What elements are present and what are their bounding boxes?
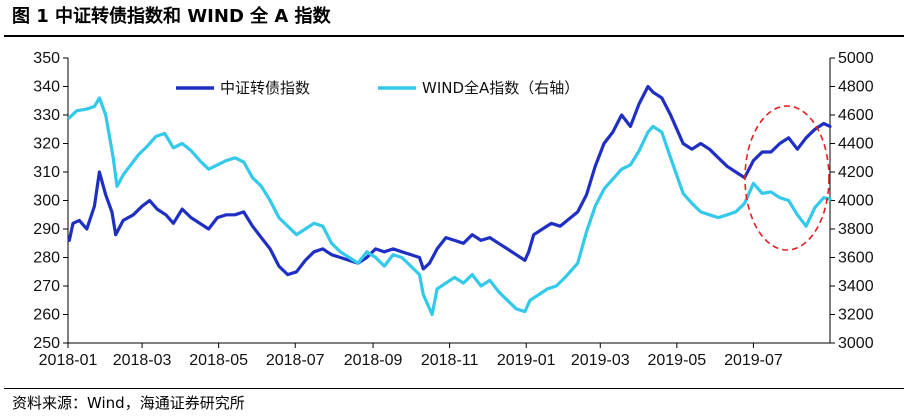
x-tick-label: 2019-03: [571, 352, 630, 369]
y-left-tick-label: 250: [33, 335, 60, 352]
title-rule: [4, 35, 904, 37]
legend-label-2: WIND全A指数（右轴）: [422, 79, 579, 97]
y-left-tick-label: 300: [33, 193, 60, 210]
y-right-tick-label: 3200: [838, 307, 874, 324]
y-right-tick-label: 4000: [838, 193, 874, 210]
y-right-tick-label: 3600: [838, 250, 874, 267]
x-tick-label: 2018-09: [344, 352, 403, 369]
source-note: 资料来源：Wind，海通证券研究所: [12, 394, 245, 412]
legend: 中证转债指数 WIND全A指数（右轴）: [176, 79, 579, 97]
highlight-ellipse: [744, 105, 830, 251]
y-left-tick-label: 270: [33, 278, 60, 295]
figure-title: 图 1 中证转债指数和 WIND 全 A 指数: [12, 6, 331, 27]
y-left-tick-label: 330: [33, 107, 60, 124]
y-right-tick-label: 3800: [838, 221, 874, 238]
y-right-tick-label: 4600: [838, 107, 874, 124]
y-right-tick-label: 4200: [838, 164, 874, 181]
y-right-tick-label: 4400: [838, 136, 874, 153]
x-tick-label: 2019-07: [724, 352, 783, 369]
y-right-tick-label: 3400: [838, 278, 874, 295]
y-left-tick-label: 340: [33, 79, 60, 96]
x-tick-label: 2019-01: [497, 352, 556, 369]
x-tick-label: 2018-01: [39, 352, 98, 369]
series-line-1: [67, 84, 832, 277]
series-line-2: [67, 96, 832, 317]
y-right-tick-label: 5000: [838, 50, 874, 67]
y-left-tick-label: 260: [33, 307, 60, 324]
y-left-tick-label: 320: [33, 136, 60, 153]
y-left-tick-label: 290: [33, 221, 60, 238]
y-left-tick-label: 350: [33, 50, 60, 67]
x-tick-label: 2018-03: [113, 352, 172, 369]
x-tick-label: 2019-05: [647, 352, 706, 369]
x-tick-label: 2018-11: [421, 352, 479, 369]
y-left-tick-label: 280: [33, 250, 60, 267]
x-tick-label: 2018-05: [189, 352, 248, 369]
axes: 250 260 270 280 290 300 310 320 330 340 350 3000 320…: [33, 50, 873, 369]
legend-label-1: 中证转债指数: [220, 79, 310, 97]
x-tick-label: 2018-07: [266, 352, 325, 369]
footer-rule: [4, 388, 904, 389]
y-right-tick-label: 3000: [838, 335, 874, 352]
series-lines: [67, 84, 832, 317]
y-left-tick-label: 310: [33, 164, 60, 181]
line-chart: 250 260 270 280 290 300 310 320 330 340 350 3000 320…: [33, 50, 873, 369]
y-right-tick-label: 4800: [838, 79, 874, 96]
